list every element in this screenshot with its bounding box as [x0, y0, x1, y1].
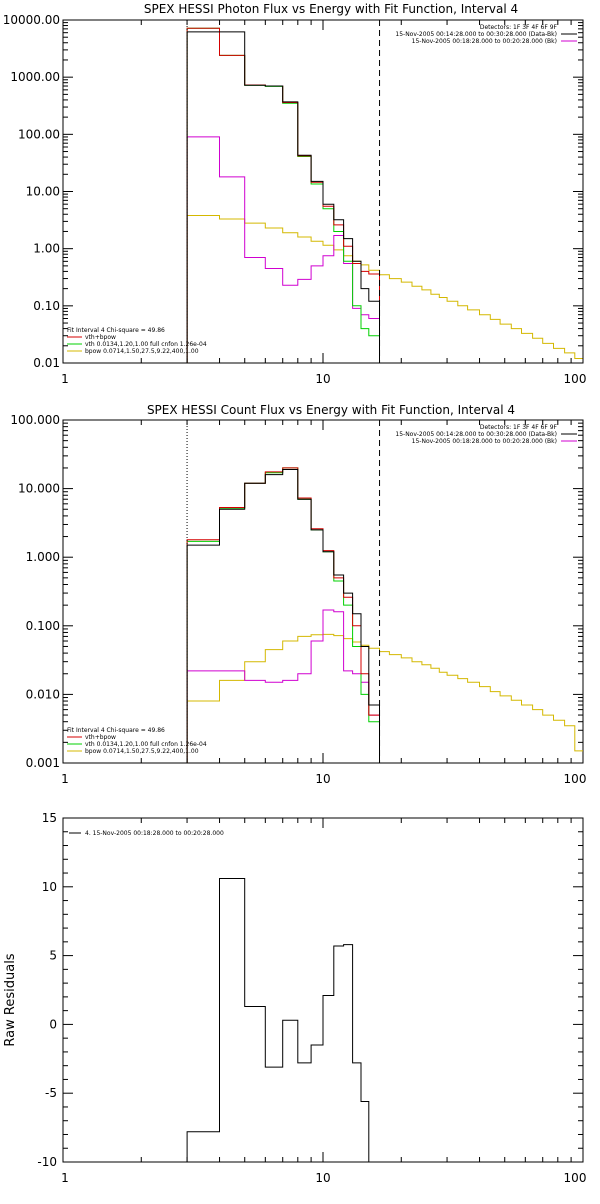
photon-series-layer: [186, 27, 583, 363]
count-series-total: [186, 467, 380, 763]
photon-y-tick-label: 10.00: [26, 185, 60, 199]
residuals-panel: Raw Residuals 1 10 100 -10 -5 0 5 10 15 …: [3, 811, 586, 1185]
photon-legend-total: vth+bpow: [85, 334, 116, 341]
count-detectors-label: Detectors: 1F 3F 4F 6F 9F: [480, 424, 558, 431]
photon-y-tick-label: 1000.00: [10, 70, 60, 84]
count-x-tick-label: 10: [315, 772, 330, 786]
photon-legend-right: Detectors: 1F 3F 4F 6F 9F 15-Nov-2005 00…: [395, 24, 557, 45]
count-chart-title: SPEX HESSI Count Flux vs Energy with Fit…: [147, 403, 515, 417]
photon-data-interval-label: 15-Nov-2005 00:14:28.000 to 00:30:28.000…: [395, 31, 557, 38]
count-fit-interval-label: Fit Interval 4 Chi-square = 49.86: [67, 727, 165, 734]
residuals-y-tick-label: 10: [42, 880, 57, 894]
residuals-x-tick-label: 100: [564, 1171, 587, 1185]
photon-bk-interval-label: 15-Nov-2005 00:18:28.000 to 00:20:28.000…: [412, 38, 557, 45]
residuals-series-layer: [186, 878, 380, 1163]
count-series-data: [186, 469, 380, 763]
photon-y-tick-label: 0.01: [33, 356, 60, 370]
residuals-x-axis: 1 10 100: [61, 1171, 586, 1185]
residuals-series-data: [186, 878, 380, 1163]
residuals-legend: 4. 15-Nov-2005 00:18:28.000 to 00:20:28.…: [85, 830, 224, 837]
residuals-y-axis-title: Raw Residuals: [3, 953, 18, 1046]
photon-flux-panel: SPEX HESSI Photon Flux vs Energy with Fi…: [3, 2, 587, 386]
photon-x-axis: 1 10 100: [61, 372, 586, 386]
photon-chart-title: SPEX HESSI Photon Flux vs Energy with Fi…: [144, 2, 518, 16]
photon-y-axis: 0.01 0.10 1.00 10.00 100.00 1000.00 1000…: [3, 13, 60, 370]
count-y-tick-label: 1.000: [26, 550, 60, 564]
residuals-x-tick-label: 10: [315, 1171, 330, 1185]
residuals-tick-marks: [62, 817, 584, 1163]
photon-y-tick-label: 0.10: [33, 299, 60, 313]
count-bk-interval-label: 15-Nov-2005 00:18:28.000 to 00:20:28.000…: [412, 438, 557, 445]
residuals-y-tick-label: -5: [45, 1086, 57, 1100]
count-y-tick-label: 10.000: [18, 482, 60, 496]
residuals-x-tick-label: 1: [61, 1171, 69, 1185]
count-y-tick-label: 0.001: [26, 756, 60, 770]
count-legend-total: vth+bpow: [85, 734, 116, 741]
photon-x-tick-label: 10: [315, 372, 330, 386]
photon-tick-marks: [62, 19, 584, 364]
photon-legend-left: Fit Interval 4 Chi-square = 49.86 vth+bp…: [67, 327, 207, 355]
photon-x-tick-label: 100: [564, 372, 587, 386]
photon-y-tick-label: 100.00: [18, 127, 60, 141]
count-tick-marks: [62, 419, 584, 764]
photon-detectors-label: Detectors: 1F 3F 4F 6F 9F: [480, 24, 558, 31]
count-x-tick-label: 1: [61, 772, 69, 786]
count-legend-vth: vth 0.0134,1.20,1.00 full cnfon 1.26e-04: [85, 741, 207, 748]
photon-series-bpow: [186, 215, 583, 363]
residuals-y-tick-label: 5: [49, 949, 57, 963]
photon-series-vth: [186, 27, 380, 363]
count-y-axis: 0.001 0.010 0.100 1.000 10.000 100.000: [10, 413, 60, 770]
photon-series-total: [186, 27, 380, 363]
photon-y-tick-label: 1.00: [33, 242, 60, 256]
count-x-axis: 1 10 100: [61, 772, 586, 786]
count-y-tick-label: 0.100: [26, 619, 60, 633]
count-legend-right: Detectors: 1F 3F 4F 6F 9F 15-Nov-2005 00…: [395, 424, 557, 445]
count-legend-left: Fit Interval 4 Chi-square = 49.86 vth+bp…: [67, 727, 207, 755]
photon-fit-interval-label: Fit Interval 4 Chi-square = 49.86: [67, 327, 165, 334]
count-series-layer: [186, 467, 583, 763]
residuals-legend-label: 4. 15-Nov-2005 00:18:28.000 to 00:20:28.…: [85, 830, 224, 837]
count-data-interval-label: 15-Nov-2005 00:14:28.000 to 00:30:28.000…: [395, 431, 557, 438]
count-series-bpow: [186, 633, 583, 763]
count-flux-panel: SPEX HESSI Count Flux vs Energy with Fit…: [10, 403, 586, 786]
residuals-y-tick-label: 15: [42, 811, 57, 825]
residuals-plot-frame: [62, 817, 584, 1163]
photon-series-background: [186, 136, 380, 363]
photon-legend-vth: vth 0.0134,1.20,1.00 full cnfon 1.26e-04: [85, 341, 207, 348]
count-y-tick-label: 100.000: [10, 413, 60, 427]
photon-y-tick-label: 10000.00: [3, 13, 60, 27]
count-plot-frame: [62, 419, 584, 764]
photon-series-data: [186, 31, 380, 363]
count-legend-bpow: bpow 0.0714,1.50,27.5,9.22,400,1.00: [85, 748, 199, 755]
count-x-tick-label: 100: [564, 772, 587, 786]
photon-x-tick-label: 1: [61, 372, 69, 386]
residuals-y-tick-label: 0: [49, 1017, 57, 1031]
count-series-background: [186, 609, 380, 763]
count-series-vth: [186, 467, 380, 763]
residuals-y-tick-label: -10: [37, 1155, 57, 1169]
count-y-tick-label: 0.010: [26, 687, 60, 701]
photon-legend-bpow: bpow 0.0714,1.50,27.5,9.22,400,1.00: [85, 348, 199, 355]
residuals-y-axis: -10 -5 0 5 10 15: [37, 811, 57, 1169]
